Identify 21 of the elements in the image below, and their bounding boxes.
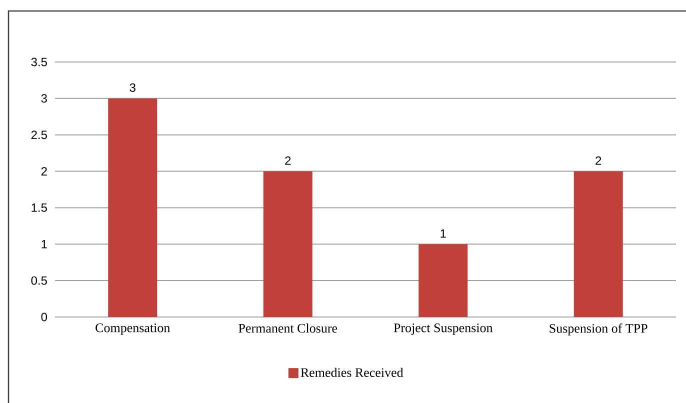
bar — [574, 171, 623, 317]
y-tick-label: 0.5 — [31, 276, 47, 285]
y-tick-label: 3 — [41, 94, 47, 103]
x-tick-label: Suspension of TPP — [550, 324, 648, 336]
x-tick-label: Permanent Closure — [238, 324, 338, 333]
x-tick-label: Project Suspension — [394, 324, 493, 335]
bar — [263, 171, 312, 317]
data-label: 2 — [596, 156, 602, 165]
bar — [108, 98, 158, 317]
y-tick-label: 1 — [42, 240, 47, 248]
y-tick-label: 3.5 — [31, 58, 47, 66]
data-label: 2 — [285, 156, 291, 165]
y-tick-label: 2 — [41, 167, 47, 176]
y-tick-label: 1.5 — [32, 204, 47, 212]
y-tick-label: 0 — [41, 312, 48, 322]
legend-label: Remedies Received — [300, 368, 404, 377]
bar — [418, 244, 468, 317]
data-label: 3 — [130, 83, 136, 92]
data-label: 1 — [440, 229, 446, 238]
y-tick-label: 2.5 — [31, 130, 47, 140]
x-tick-label: Compensation — [96, 324, 170, 335]
